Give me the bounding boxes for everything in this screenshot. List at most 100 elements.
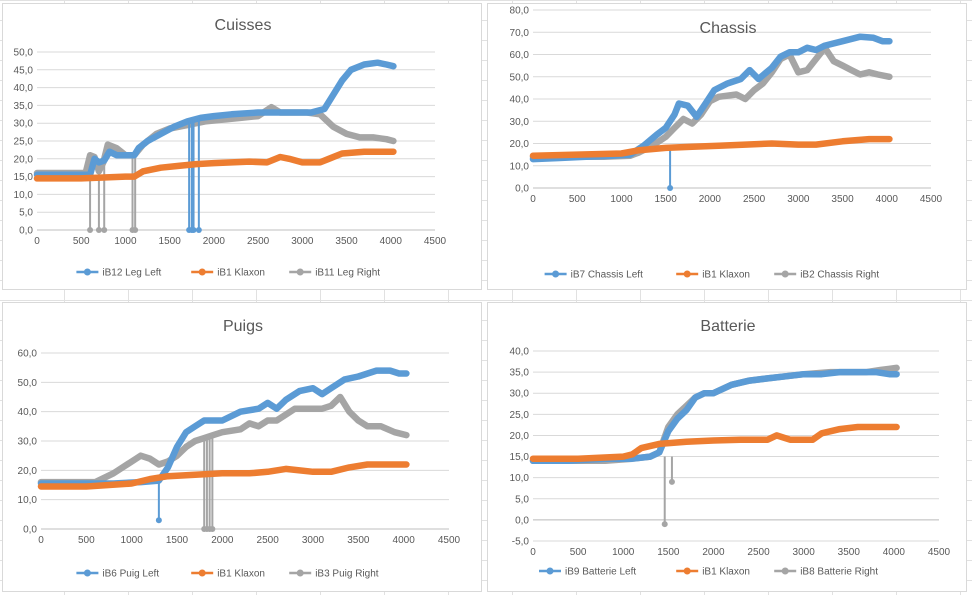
legend-label: iB2 Chassis Right	[800, 270, 879, 281]
x-tick-label: 3000	[291, 236, 314, 247]
legend-marker	[781, 567, 789, 575]
legend-marker	[83, 268, 91, 276]
chart-svg: 0,0 10,0 20,0 30,0 40,0 50,0 60,0 70,0 80,0 0 500 1…	[510, 6, 943, 281]
y-tick-label: 40,0	[510, 95, 530, 106]
series-ib12-leg-left	[33, 59, 397, 233]
drop-marker	[190, 227, 197, 233]
y-tick-label: 30,0	[14, 119, 34, 130]
legend-marker	[781, 270, 789, 278]
legend-marker	[198, 268, 206, 276]
y-tick-label: 20,0	[14, 154, 34, 165]
legend-item: iB1 Klaxon	[191, 268, 265, 279]
legend-item: iB2 Chassis Right	[774, 270, 879, 281]
series-line	[529, 423, 900, 462]
x-tick-label: 3500	[335, 236, 358, 247]
x-tick-label: 2000	[211, 535, 234, 546]
y-tick-label: 5,0	[515, 494, 529, 505]
y-tick-label: 40,0	[18, 407, 38, 418]
y-tick-label: 10,0	[510, 473, 530, 484]
chart-title: Chassis	[700, 20, 757, 37]
x-tick-label: 0	[530, 194, 536, 205]
y-tick-label: 0,0	[515, 515, 529, 526]
drop-marker	[667, 185, 674, 191]
legend-marker	[546, 567, 554, 575]
x-tick-label: 0	[38, 535, 44, 546]
series-ib6-puig-left	[37, 367, 410, 524]
y-tick-label: 10,0	[510, 161, 530, 172]
legend-label: iB12 Leg Left	[102, 268, 161, 279]
x-tick-label: 500	[73, 236, 90, 247]
series-line-core	[533, 371, 897, 462]
x-tick-label: 2500	[747, 547, 770, 558]
y-tick-label: 25,0	[14, 137, 34, 148]
chart-title: Batterie	[700, 318, 755, 335]
series-line-core	[533, 426, 897, 460]
legend-label: iB7 Chassis Left	[571, 270, 643, 281]
drop-marker	[95, 227, 102, 233]
series-ib2-chassis-right	[529, 44, 893, 161]
drop-marker	[661, 521, 668, 528]
x-tick-label: 1000	[612, 547, 635, 558]
y-tick-label: 50,0	[14, 48, 34, 59]
y-tick-label: 35,0	[510, 368, 530, 379]
x-tick-label: 500	[570, 547, 587, 558]
drop-marker	[132, 227, 139, 233]
y-tick-label: 10,0	[14, 190, 34, 201]
x-tick-label: 4000	[393, 535, 416, 546]
drop-marker	[668, 478, 675, 485]
x-tick-label: 3500	[838, 547, 861, 558]
x-tick-label: 1000	[114, 236, 137, 247]
x-tick-label: 0	[530, 547, 536, 558]
legend-label: iB1 Klaxon	[217, 569, 265, 580]
legend-item: iB9 Batterie Left	[539, 567, 636, 578]
x-tick-label: 3000	[302, 535, 325, 546]
series-line-core	[533, 46, 890, 158]
drop-marker	[101, 227, 108, 233]
legend-marker	[296, 569, 304, 577]
x-tick-label: 500	[569, 194, 586, 205]
series-line	[529, 368, 900, 465]
chart-title: Cuisses	[215, 17, 272, 34]
chart-puigs[interactable]: 0,0 10,0 20,0 30,0 40,0 50,0 60,0 0 500 1000 1500 2…	[2, 302, 482, 592]
x-tick-label: 3500	[831, 194, 854, 205]
legend-marker	[683, 567, 691, 575]
legend-item: iB8 Batterie Right	[774, 567, 878, 578]
y-tick-label: 5,0	[19, 208, 33, 219]
x-tick-label: 4000	[876, 194, 899, 205]
series-line-core	[37, 61, 394, 176]
x-tick-label: 2500	[743, 194, 766, 205]
legend-label: iB6 Puig Left	[102, 569, 159, 580]
y-tick-label: 20,0	[18, 466, 38, 477]
y-tick-label: 70,0	[510, 28, 530, 39]
legend-marker	[83, 569, 91, 577]
y-tick-label: 30,0	[18, 437, 38, 448]
x-tick-label: 500	[78, 535, 95, 546]
y-tick-label: 40,0	[14, 83, 34, 94]
x-tick-label: 3500	[347, 535, 370, 546]
legend-item: iB1 Klaxon	[676, 270, 750, 281]
chart-chassis[interactable]: 0,0 10,0 20,0 30,0 40,0 50,0 60,0 70,0 80,0 0 500 1…	[487, 3, 967, 290]
chart-svg: -5,0 0,0 5,0 10,0 15,0 20,0 25,0 30,0 35,0 40,0 0 5…	[510, 318, 951, 578]
chart-cuisses[interactable]: 0,0 5,0 10,0 15,0 20,0 25,0 30,0 35,0 40,0 45,0 50…	[2, 3, 482, 290]
x-tick-label: 4000	[380, 236, 403, 247]
legend-item: iB6 Puig Left	[76, 569, 159, 580]
x-tick-label: 1500	[166, 535, 189, 546]
drop-marker	[195, 227, 202, 233]
legend-label: iB1 Klaxon	[702, 567, 750, 578]
series-ib1-klaxon	[37, 461, 410, 490]
x-tick-label: 3000	[793, 547, 816, 558]
legend-marker	[198, 569, 206, 577]
legend-label: iB3 Puig Right	[315, 569, 379, 580]
y-tick-label: 15,0	[14, 172, 34, 183]
y-tick-label: 35,0	[14, 101, 34, 112]
chart-batterie[interactable]: -5,0 0,0 5,0 10,0 15,0 20,0 25,0 30,0 35,0 40,0 0 5…	[487, 302, 967, 592]
y-tick-label: 15,0	[510, 452, 530, 463]
legend-label: iB9 Batterie Left	[565, 567, 636, 578]
legend-marker	[552, 270, 560, 278]
series-line-core	[532, 138, 890, 157]
chart-svg: 0,0 5,0 10,0 15,0 20,0 25,0 30,0 35,0 40,0 45,0 50…	[14, 17, 447, 279]
x-tick-label: 2000	[699, 194, 722, 205]
y-tick-label: -5,0	[512, 537, 530, 548]
x-tick-label: 2500	[257, 535, 280, 546]
y-tick-label: 80,0	[510, 6, 530, 17]
